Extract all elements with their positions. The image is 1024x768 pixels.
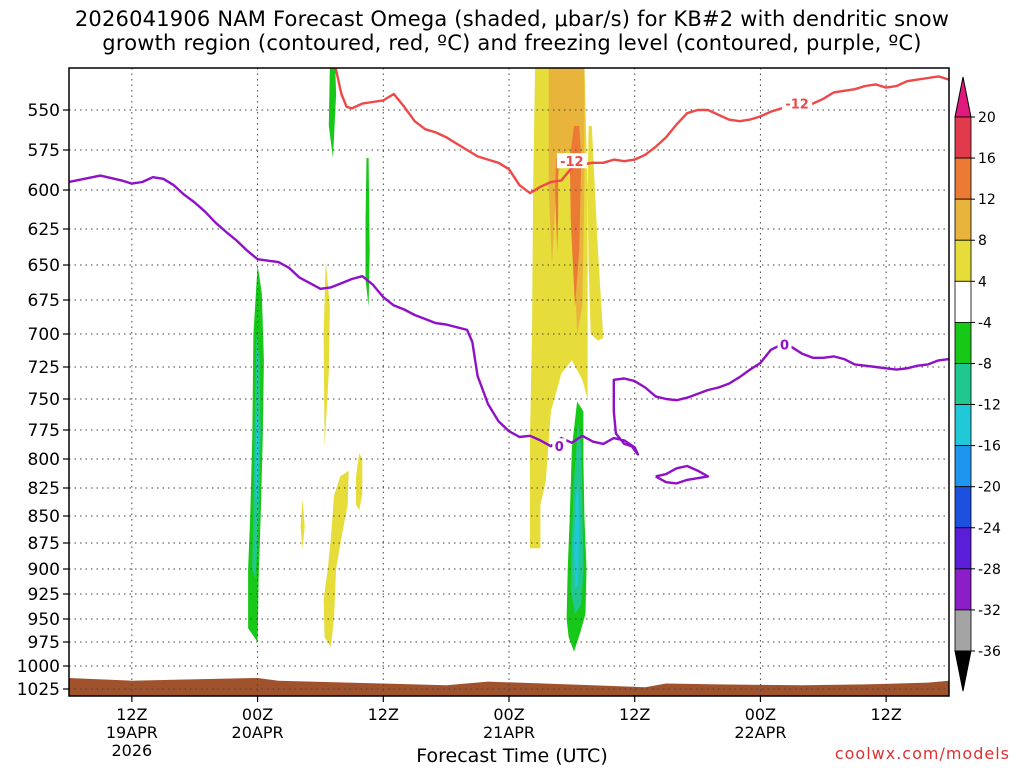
colorbar: 20 16 12 8 4 -4 -8 -12 -16 -20 -24 -28 -32 -36 — [954, 76, 1001, 692]
x-tick-label-6-1: 19APR — [106, 723, 158, 742]
colorbar-label-13: -36 — [978, 644, 1001, 660]
omega-region-1 — [587, 126, 604, 341]
contour-2 — [333, 68, 949, 195]
colorbar-seg-7 — [954, 404, 972, 447]
y-tick-label-925: 925 — [28, 585, 60, 605]
colorbar-seg-0 — [954, 116, 972, 159]
x-tick-label-18-1: 20APR — [232, 723, 284, 742]
contour-label-3: 0 — [555, 440, 564, 455]
contour-label-0: -12 — [560, 155, 584, 170]
colorbar-arrow-top — [954, 76, 972, 118]
y-tick-label-700: 700 — [28, 325, 60, 345]
contour-label-bg-2 — [777, 336, 792, 352]
y-tick-label-800: 800 — [28, 450, 60, 470]
x-tick-label-30-0: 12Z — [368, 705, 399, 724]
colorbar-seg-4 — [954, 280, 972, 323]
chart-title-line2: growth region (contoured, red, ºC) and f… — [102, 31, 922, 55]
y-tick-label-625: 625 — [28, 220, 60, 240]
y-tick-label-550: 550 — [28, 101, 60, 121]
omega-region-3 — [569, 126, 582, 307]
omega-shading — [248, 68, 604, 652]
colorbar-label-7: -12 — [978, 398, 1001, 414]
omega-region-12 — [328, 68, 337, 158]
x-tick-label-66-1: 22APR — [734, 723, 786, 742]
x-tick-label-18-0: 00Z — [242, 705, 273, 724]
contour-label-2: 0 — [780, 339, 789, 354]
colorbar-seg-1 — [954, 157, 972, 200]
y-tick-label-950: 950 — [28, 610, 60, 630]
colorbar-label-4: 4 — [978, 274, 987, 290]
y-tick-label-1025: 1025 — [17, 680, 60, 700]
contour-0 — [69, 174, 949, 456]
y-tick-label-900: 900 — [28, 560, 60, 580]
colorbar-label-11: -28 — [978, 562, 1001, 578]
contour-lines — [69, 68, 949, 485]
y-tick-label-1000: 1000 — [17, 657, 60, 677]
x-tick-label-66-0: 00Z — [745, 705, 776, 724]
colorbar-label-1: 16 — [978, 151, 996, 167]
colorbar-seg-10 — [954, 527, 972, 570]
x-tick-label-54-0: 12Z — [619, 705, 650, 724]
colorbar-seg-5 — [954, 321, 972, 364]
omega-region-13 — [365, 158, 370, 307]
omega-region-11 — [255, 411, 259, 505]
contour-labels: -12 -12 0 0 — [552, 95, 813, 455]
y-tick-label-825: 825 — [28, 479, 60, 499]
colorbar-label-9: -20 — [978, 480, 1001, 496]
colorbar-arrow-bottom — [954, 650, 972, 692]
colorbar-label-2: 12 — [978, 192, 996, 208]
y-tick-label-725: 725 — [28, 358, 60, 378]
x-axis-label: Forecast Time (UTC) — [416, 745, 608, 767]
omega-region-7 — [356, 453, 363, 511]
colorbar-seg-9 — [954, 486, 972, 529]
y-tick-label-650: 650 — [28, 256, 60, 276]
y-tick-label-600: 600 — [28, 181, 60, 201]
colorbar-label-0: 20 — [978, 110, 996, 126]
credit-text: coolwx.com/models — [834, 744, 1010, 763]
x-tick-label-42-1: 21APR — [483, 723, 535, 742]
y-tick-label-775: 775 — [28, 421, 60, 441]
colorbar-label-8: -16 — [978, 439, 1001, 455]
y-tick-label-875: 875 — [28, 534, 60, 554]
colorbar-label-10: -24 — [978, 521, 1001, 537]
y-tick-label-575: 575 — [28, 141, 60, 161]
omega-region-8 — [300, 499, 305, 549]
colorbar-label-12: -32 — [978, 603, 1001, 619]
colorbar-seg-2 — [954, 198, 972, 241]
colorbar-label-6: -8 — [978, 356, 992, 372]
colorbar-seg-3 — [954, 239, 972, 282]
grid-lines — [69, 68, 949, 696]
y-tick-label-675: 675 — [28, 291, 60, 311]
chart-title-line1: 2026041906 NAM Forecast Omega (shaded, μ… — [74, 7, 950, 31]
y-tick-label-975: 975 — [28, 633, 60, 653]
colorbar-seg-6 — [954, 363, 972, 405]
terrain-fill — [69, 678, 949, 696]
colorbar-seg-12 — [954, 609, 972, 652]
colorbar-label-3: 8 — [978, 233, 987, 249]
x-tick-label-42-0: 00Z — [493, 705, 524, 724]
x-tick-label-6-0: 12Z — [116, 705, 147, 724]
colorbar-label-5: -4 — [978, 315, 992, 331]
y-tick-label-850: 850 — [28, 507, 60, 527]
x-tick-label-6-2: 2026 — [111, 741, 152, 760]
contour-label-bg-1 — [782, 95, 813, 111]
contour-label-bg-0 — [556, 153, 587, 169]
y-axis: 550 575 600 625 650 675 700 725 750 775 800 825 850 8… — [17, 101, 69, 700]
contour-label-1: -12 — [785, 98, 809, 113]
colorbar-seg-11 — [954, 568, 972, 611]
x-tick-label-78-0: 12Z — [870, 705, 901, 724]
omega-region-5 — [323, 260, 330, 448]
omega-region-16 — [574, 482, 580, 589]
omega-region-6 — [323, 470, 349, 647]
y-tick-label-750: 750 — [28, 390, 60, 410]
colorbar-seg-8 — [954, 445, 972, 488]
terrain — [69, 678, 949, 696]
contour-label-bg-3 — [552, 438, 567, 454]
contour-1 — [655, 464, 710, 485]
